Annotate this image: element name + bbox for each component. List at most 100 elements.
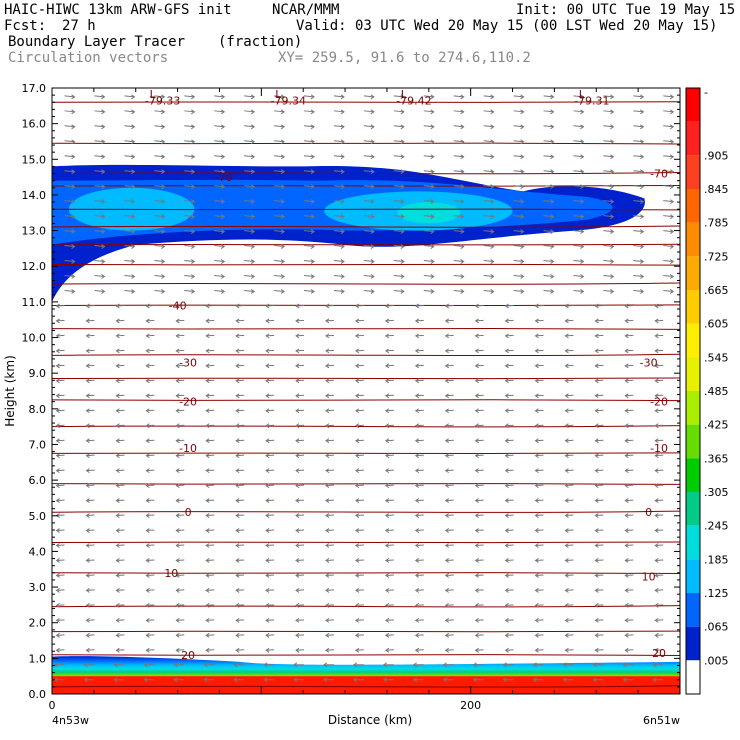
wind-vector-head bbox=[310, 184, 315, 190]
colorbar-swatch bbox=[686, 424, 700, 459]
wind-vector-head bbox=[504, 363, 509, 369]
wind-vector bbox=[355, 319, 364, 322]
wind-vector-head bbox=[430, 124, 435, 130]
wind-vector-head bbox=[280, 154, 286, 160]
wind-vector-head bbox=[131, 274, 136, 279]
wind-vector-head bbox=[504, 468, 509, 474]
wind-vector bbox=[535, 514, 544, 517]
wind-vector-head bbox=[504, 378, 509, 384]
wind-vector bbox=[236, 589, 245, 591]
wind-vector-head bbox=[640, 94, 645, 100]
wind-vector-head bbox=[85, 468, 90, 474]
wind-vector-head bbox=[83, 677, 88, 683]
wind-vector-head bbox=[175, 543, 180, 548]
wind-vector-head bbox=[444, 483, 449, 489]
wind-vector bbox=[266, 439, 275, 442]
wind-vector-head bbox=[325, 348, 330, 354]
wind-vector bbox=[385, 544, 394, 546]
wind-vector bbox=[176, 604, 185, 606]
wind-vector bbox=[513, 289, 524, 292]
wind-vector bbox=[535, 334, 544, 337]
wind-vector bbox=[64, 95, 75, 98]
wind-vector bbox=[94, 275, 105, 278]
wind-vector bbox=[236, 544, 245, 546]
wind-vector bbox=[595, 409, 604, 412]
wind-vector bbox=[625, 559, 634, 561]
wind-vector bbox=[355, 364, 364, 367]
wind-vector bbox=[325, 484, 335, 487]
y-tick-label: 12.0 bbox=[22, 260, 47, 273]
wind-vector bbox=[655, 379, 664, 382]
wind-vector-head bbox=[414, 587, 420, 593]
wind-vector-head bbox=[624, 617, 629, 623]
wind-vector-head bbox=[460, 154, 465, 160]
wind-vector bbox=[184, 140, 195, 143]
isotherm-line bbox=[52, 685, 680, 688]
wind-vector-head bbox=[250, 289, 256, 294]
wind-vector bbox=[56, 634, 65, 636]
wind-vector bbox=[663, 230, 674, 233]
wind-vector bbox=[56, 454, 65, 457]
wind-vector bbox=[423, 215, 434, 218]
wind-vector bbox=[116, 469, 125, 472]
wind-vector-head bbox=[191, 109, 196, 115]
wind-vector-head bbox=[534, 587, 539, 593]
wind-vector-head bbox=[175, 498, 180, 503]
wind-vector-head bbox=[504, 438, 509, 444]
wind-vector-head bbox=[115, 408, 120, 414]
wind-vector bbox=[355, 484, 364, 487]
wind-vector bbox=[244, 140, 255, 143]
wind-vector-head bbox=[610, 184, 615, 190]
wind-vector bbox=[116, 574, 125, 576]
wind-vector bbox=[176, 574, 185, 576]
wind-vector bbox=[56, 529, 65, 532]
wind-vector bbox=[56, 559, 65, 561]
wind-vector-head bbox=[265, 318, 270, 324]
wind-vector bbox=[445, 499, 454, 502]
wind-vector bbox=[655, 544, 664, 546]
wind-vector bbox=[565, 619, 574, 621]
wind-vector bbox=[565, 634, 574, 636]
wind-vector-head bbox=[400, 289, 405, 294]
wind-vector bbox=[453, 140, 464, 143]
wind-vector-head bbox=[295, 647, 300, 653]
wind-vector-head bbox=[191, 214, 196, 220]
wind-vector-head bbox=[654, 587, 659, 593]
wind-vector bbox=[595, 349, 604, 352]
wind-vector bbox=[296, 364, 305, 367]
wind-vector-head bbox=[520, 244, 525, 249]
wind-vector-head bbox=[654, 333, 659, 339]
wind-vector-head bbox=[71, 199, 76, 205]
wind-vector bbox=[385, 514, 394, 517]
wind-vector bbox=[116, 409, 125, 412]
wind-vector-head bbox=[654, 498, 659, 503]
wind-vector-head bbox=[265, 423, 270, 429]
wind-vector bbox=[603, 289, 614, 292]
wind-vector-head bbox=[474, 303, 479, 309]
wind-vector bbox=[445, 424, 454, 427]
wind-vector bbox=[266, 304, 275, 307]
wind-vector-head bbox=[145, 303, 150, 309]
wind-vector-head bbox=[414, 513, 420, 518]
wind-vector-head bbox=[534, 453, 539, 459]
wind-vector-head bbox=[191, 124, 196, 130]
contour-label: -10 bbox=[179, 442, 197, 455]
wind-vector-head bbox=[610, 124, 615, 130]
wind-vector bbox=[453, 170, 464, 173]
wind-vector bbox=[453, 289, 464, 292]
wind-vector-head bbox=[295, 543, 300, 548]
wind-vector bbox=[603, 170, 614, 173]
wind-vector bbox=[333, 170, 345, 173]
wind-vector-head bbox=[340, 289, 345, 294]
colorbar-label: .665 bbox=[704, 284, 729, 297]
wind-vector bbox=[176, 499, 185, 502]
wind-vector-head bbox=[534, 483, 539, 489]
wind-vector-head bbox=[564, 528, 569, 533]
wind-vector bbox=[325, 574, 335, 576]
forecast-label: Fcst: bbox=[4, 18, 47, 34]
wind-vector bbox=[565, 379, 574, 382]
wind-vector-head bbox=[370, 184, 375, 190]
wind-vector-head bbox=[444, 587, 449, 593]
wind-vector bbox=[393, 140, 404, 143]
wind-vector bbox=[146, 469, 155, 472]
